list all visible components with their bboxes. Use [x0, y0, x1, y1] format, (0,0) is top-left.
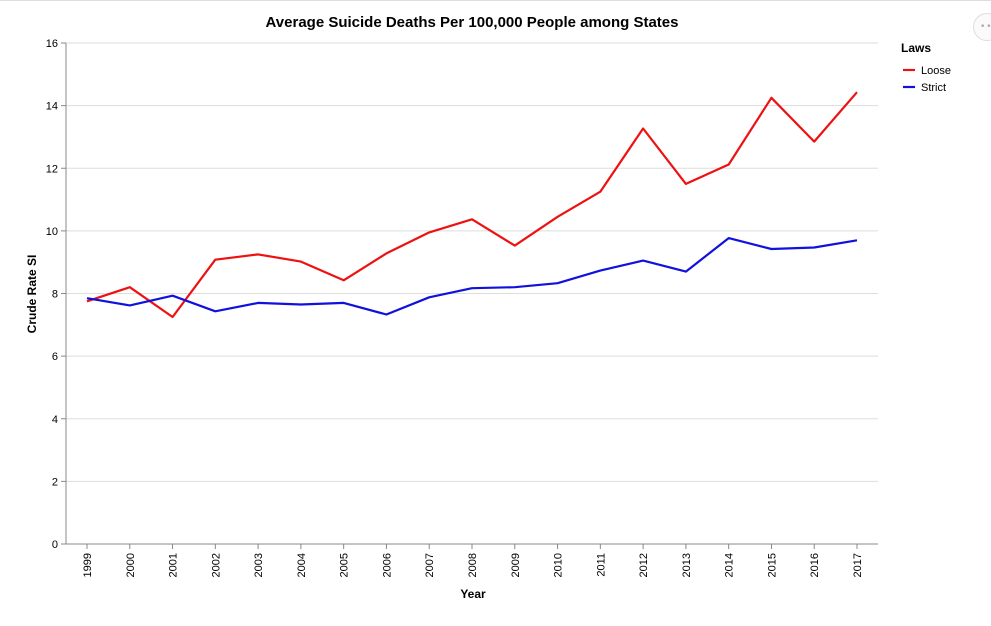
axes: 0 2 4 6 8 10 12 14 16 1999 2000 2001 2002 2003 2004 200…: [46, 38, 878, 577]
x-tick-label: 2003: [253, 553, 265, 577]
x-tick-label: 2016: [809, 553, 821, 577]
x-tick-label: 2001: [168, 553, 180, 577]
series-line-loose: [86, 91, 858, 319]
x-tick-label: 2006: [381, 553, 393, 577]
x-tick-label: 2017: [852, 553, 864, 577]
x-tick-label: 2002: [210, 553, 222, 577]
x-tick-label: 2005: [339, 553, 351, 577]
y-tick-label: 8: [52, 289, 58, 301]
x-tick-label: 2014: [724, 553, 736, 577]
x-tick-label: 2008: [467, 553, 479, 577]
series-lines: [86, 91, 858, 319]
legend-label-strict: Strict: [921, 82, 946, 94]
y-tick-label: 6: [52, 351, 58, 363]
y-axis-title: Crude Rate SI: [25, 255, 39, 334]
x-tick-label: 2009: [510, 553, 522, 577]
y-gridlines: [66, 42, 878, 482]
more-horizontal-icon: •••: [980, 22, 991, 32]
y-tick-label: 4: [52, 414, 58, 426]
x-axis-title: Year: [460, 587, 486, 601]
legend-title: Laws: [901, 41, 931, 55]
y-tick-label: 10: [46, 226, 58, 238]
legend-label-loose: Loose: [921, 65, 951, 77]
x-tick-label: 2007: [424, 553, 436, 577]
top-border: [0, 0, 991, 1]
y-tick-label: 0: [52, 539, 58, 551]
x-tick-label: 1999: [82, 553, 94, 577]
x-tick-label: 2013: [681, 553, 693, 577]
y-tick-label: 2: [52, 476, 58, 488]
chart-title: Average Suicide Deaths Per 100,000 Peopl…: [266, 14, 679, 31]
y-tick-label: 12: [46, 163, 58, 175]
x-tick-label: 2011: [595, 553, 607, 577]
y-tick-label: 14: [46, 101, 58, 113]
x-tick-label: 2000: [125, 553, 137, 577]
x-tick-label: 2015: [766, 553, 778, 577]
x-tick-label: 2012: [638, 553, 650, 577]
series-line-strict: [86, 237, 858, 316]
y-tick-label: 16: [46, 38, 58, 50]
legend: Laws Loose Strict: [901, 41, 951, 94]
x-tick-label: 2010: [553, 553, 565, 577]
x-tick-label: 2004: [296, 553, 308, 577]
